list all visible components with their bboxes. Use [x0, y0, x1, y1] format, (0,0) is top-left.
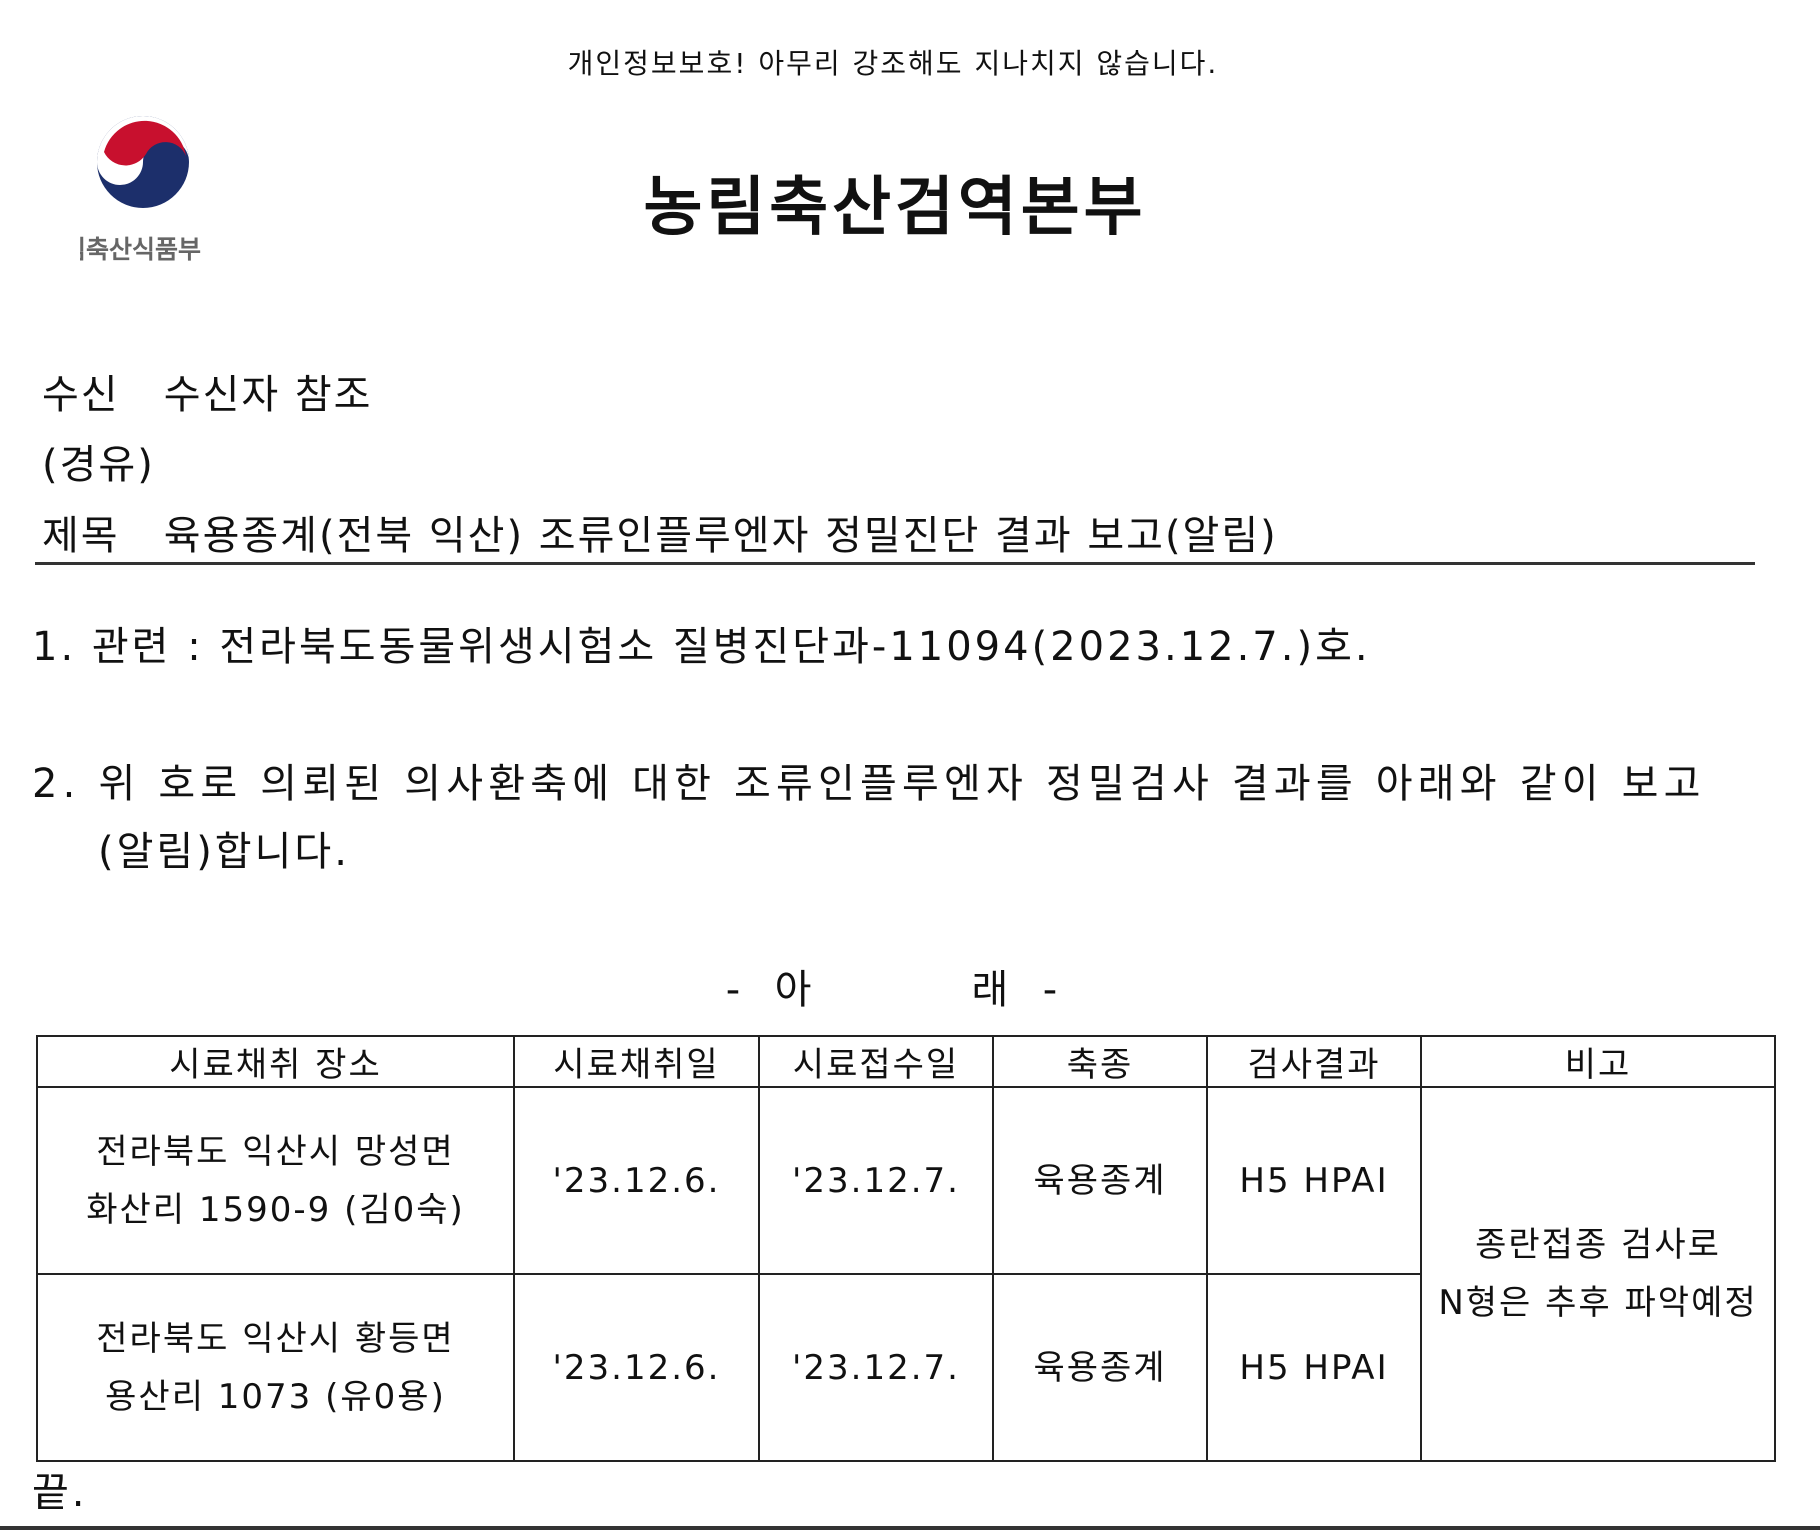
privacy-notice: 개인정보보호! 아무리 강조해도 지나치지 않습니다.	[567, 47, 1219, 80]
recipient-value: 수신자 참조	[163, 372, 373, 418]
subject-value: 육용종계(전북 익산) 조류인플루엔자 정밀진단 결과 보고(알림)	[163, 513, 1278, 559]
end-mark: 끝.	[32, 1470, 88, 1516]
remark-line: 종란접종 검사로	[1475, 1225, 1721, 1265]
place-line: 전라북도 익산시 황등면	[96, 1318, 455, 1359]
organization-title: 농림축산검역본부	[643, 171, 1147, 245]
cell-received: '23.12.7.	[758, 1273, 994, 1462]
header-remark: 비고	[1420, 1035, 1776, 1088]
header-received: 시료접수일	[758, 1035, 994, 1088]
place-line: 화산리 1590-9 (김0숙)	[86, 1189, 465, 1230]
below-heading: - 아 래 -	[725, 967, 1061, 1013]
cell-collected: '23.12.6.	[513, 1273, 760, 1462]
item-1: 1. 관련 : 전라북도동물위생시험소 질병진단과-11094(2023.12.…	[32, 624, 1371, 670]
results-table: 시료채취 장소 시료채취일 시료접수일 축종 검사결과 비고 전라북도 익산시 …	[36, 1035, 1776, 1462]
header-place: 시료채취 장소	[36, 1035, 515, 1088]
table-header-row: 시료채취 장소 시료채취일 시료접수일 축종 검사결과 비고	[36, 1035, 1776, 1088]
remark-line: N형은 추후 파악예정	[1438, 1283, 1758, 1323]
place-line: 전라북도 익산시 망성면	[96, 1131, 455, 1172]
header-collected: 시료채취일	[513, 1035, 760, 1088]
header-divider	[35, 562, 1755, 565]
page-bottom-border	[0, 1526, 1820, 1530]
header-species: 축종	[992, 1035, 1208, 1088]
recipient-label: 수신	[42, 372, 120, 418]
cell-received: '23.12.7.	[758, 1086, 994, 1275]
place-line: 용산리 1073 (유0용)	[105, 1376, 446, 1417]
via-label: (경유)	[42, 442, 155, 488]
cell-result: H5 HPAI	[1206, 1273, 1422, 1462]
cell-collected: '23.12.6.	[513, 1086, 760, 1275]
cell-species: 육용종계	[992, 1273, 1208, 1462]
item-2-continued: (알림)합니다.	[98, 829, 350, 875]
item-2: 2. 위 호로 의뢰된 의사환축에 대한 조류인플루엔자 정밀검사 결과를 아래…	[32, 761, 1706, 807]
cell-remark: 종란접종 검사로 N형은 추후 파악예정	[1420, 1086, 1776, 1462]
cell-species: 육용종계	[992, 1086, 1208, 1275]
recipient-line: 수신 수신자 참조	[42, 362, 372, 420]
subject-line: 제목 육용종계(전북 익산) 조류인플루엔자 정밀진단 결과 보고(알림)	[42, 503, 1278, 561]
subject-label: 제목	[42, 513, 120, 559]
cell-result: H5 HPAI	[1206, 1086, 1422, 1275]
header-result: 검사결과	[1206, 1035, 1422, 1088]
